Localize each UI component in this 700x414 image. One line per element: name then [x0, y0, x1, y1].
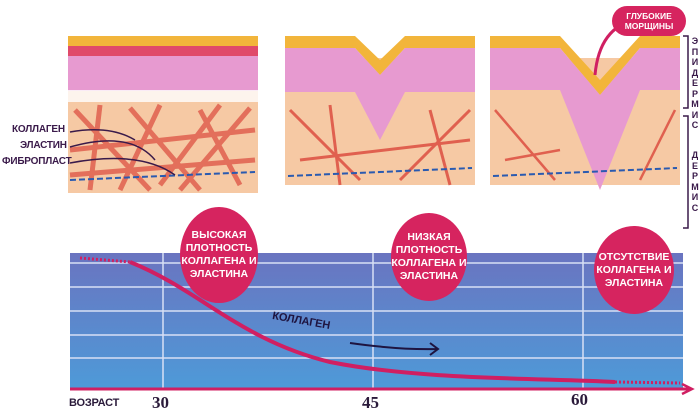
gridlines: [70, 253, 683, 388]
collagen-curve: [129, 260, 616, 384]
skin-panel-middle: [285, 36, 475, 186]
curve-dotted-end: [614, 380, 681, 385]
skin-panel-old: [490, 36, 680, 190]
stage-bubble-high: ВЫСОКАЯ ПЛОТНОСТЬ КОЛЛАГЕНА И ЭЛАСТИНА: [180, 207, 258, 303]
label-epidermis: ЭПИДЕРМИС: [691, 36, 699, 130]
skin-panel-young: [68, 36, 258, 193]
collagen-chart: [70, 253, 695, 396]
label-elastin: ЭЛАСТИН: [20, 140, 67, 151]
label-dermis: ДЕРМИС: [691, 150, 699, 213]
deep-wrinkles-badge: ГЛУБОКИЕ МОРЩИНЫ: [612, 6, 686, 36]
x-axis-arrow-icon: [681, 382, 695, 396]
label-collagen: КОЛЛАГЕН: [12, 124, 65, 135]
label-fibroblast: ФИБРОПЛАСТ: [2, 156, 72, 167]
x-axis-label: ВОЗРАСТ: [69, 397, 120, 409]
tick-45: 45: [362, 393, 379, 412]
tick-30: 30: [152, 393, 169, 412]
stage-bubble-low: НИЗКАЯ ПЛОТНОСТЬ КОЛЛАГЕНА И ЭЛАСТИНА: [391, 213, 467, 301]
curve-dotted-start: [79, 256, 131, 264]
layer-brackets: [683, 35, 689, 229]
stage-bubble-absent: ОТСУТСТВИЕ КОЛЛАГЕНА И ЭЛАСТИНА: [594, 226, 674, 314]
tick-60: 60: [571, 390, 588, 409]
arrow-icon: [349, 342, 440, 356]
chart-background: [70, 253, 683, 388]
